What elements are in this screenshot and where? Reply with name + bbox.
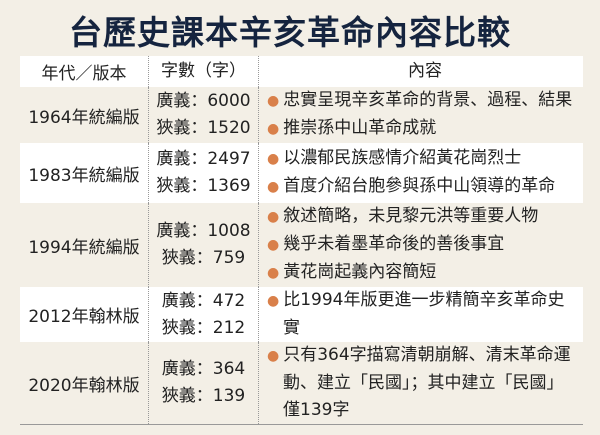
edition: 1983年統編版 <box>28 165 140 186</box>
table-row: 1964年統編版 廣義：6000 狹義：1520 ● 忠實呈現辛亥革命的背景、過程、… <box>20 87 583 143</box>
content: ● 忠實呈現辛亥革命的背景、過程、結果 ● 推崇孫中山革命成就 <box>259 87 584 143</box>
broad-count: 廣義：1008 <box>156 221 251 241</box>
narrow-count: 狹義：139 <box>161 386 246 406</box>
narrow-count: 狹義：1369 <box>156 176 251 196</box>
content-item: ● 首度介紹台胞參與孫中山領導的革命 <box>267 176 556 196</box>
word-count: 廣義：2497 狹義：1369 <box>148 143 259 203</box>
content-item: ● 只有364字描寫清朝崩解、清末革命運動、建立「民國」；其中建立「民國」僅139… <box>267 345 571 420</box>
content: ● 比1994年版更進一步精簡辛亥革命史實 <box>259 287 584 342</box>
bullet-icon: ● <box>267 237 280 253</box>
bullet-icon: ● <box>267 179 280 195</box>
edition: 2012年翰林版 <box>28 307 140 327</box>
content: ● 以濃郁民族感情介紹黃花崗烈士 ● 首度介紹台胞參與孫中山領導的革命 <box>259 143 584 203</box>
broad-count: 廣義：6000 <box>156 91 251 111</box>
content: ● 敘述簡略，未見黎元洪等重要人物 ● 幾乎未着墨革命後的善後事宜 ● 黃花崗起義內容… <box>259 203 584 287</box>
table-row: 2020年翰林版 廣義：364 狹義：139 ● 只有364字描寫清朝崩解、清末革命… <box>20 342 583 425</box>
edition: 2020年翰林版 <box>20 342 149 425</box>
bullet-icon: ● <box>267 151 280 167</box>
content-item: ● 忠實呈現辛亥革命的背景、過程、結果 <box>267 90 573 110</box>
page-title: 台歷史課本辛亥革命內容比較 <box>69 13 511 52</box>
content-item: ● 幾乎未着墨革命後的善後事宜 <box>267 234 505 254</box>
header-word-count: 字數（字） <box>148 56 259 87</box>
edition: 1964年統編版 <box>28 107 140 128</box>
content-item: ● 推崇孫中山革命成就 <box>267 118 437 138</box>
content-item: ● 以濃郁民族感情介紹黃花崗烈士 <box>267 148 522 168</box>
comparison-table: 年代／版本 字數（字） 內容 1964年統編版 廣義：6000 狹義：1520 ●… <box>20 56 583 425</box>
bullet-icon: ● <box>267 265 280 281</box>
table-row: 1994年統編版 廣義：1008 狹義：759 ● 敘述簡略，未見黎元洪等重要人物 … <box>20 203 583 287</box>
word-count: 廣義：364 狹義：139 <box>148 342 259 425</box>
narrow-count: 狹義：759 <box>161 248 246 268</box>
content-item: ● 敘述簡略，未見黎元洪等重要人物 <box>267 206 539 226</box>
edition: 1994年統編版 <box>28 237 140 258</box>
table-row: 1983年統編版 廣義：2497 狹義：1369 ● 以濃郁民族感情介紹黃花崗烈士 … <box>20 143 583 203</box>
header-edition: 年代／版本 <box>41 64 127 84</box>
broad-count: 廣義：2497 <box>156 149 251 169</box>
bullet-icon: ● <box>267 121 280 137</box>
word-count: 廣義：6000 狹義：1520 <box>148 87 259 143</box>
bullet-icon: ● <box>267 293 280 309</box>
table-header: 年代／版本 字數（字） 內容 <box>20 56 583 87</box>
bullet-icon: ● <box>267 348 280 364</box>
broad-count: 廣義：364 <box>161 359 246 379</box>
narrow-count: 狹義：1520 <box>156 118 251 138</box>
narrow-count: 狹義：212 <box>161 317 246 338</box>
word-count: 廣義：1008 狹義：759 <box>148 203 259 287</box>
content: ● 只有364字描寫清朝崩解、清末革命運動、建立「民國」；其中建立「民國」僅139… <box>258 342 583 425</box>
header-content: 內容 <box>408 61 442 81</box>
content-item: ● 黃花崗起義內容簡短 <box>267 262 437 282</box>
broad-count: 廣義：472 <box>161 290 246 311</box>
bullet-icon: ● <box>267 209 280 225</box>
table-row: 2012年翰林版 廣義：472 狹義：212 ● 比1994年版更進一步精簡辛亥革命… <box>20 287 583 342</box>
word-count: 廣義：472 狹義：212 <box>148 287 259 342</box>
bullet-icon: ● <box>267 93 280 109</box>
content-item: ● 比1994年版更進一步精簡辛亥革命史實 <box>267 290 565 338</box>
